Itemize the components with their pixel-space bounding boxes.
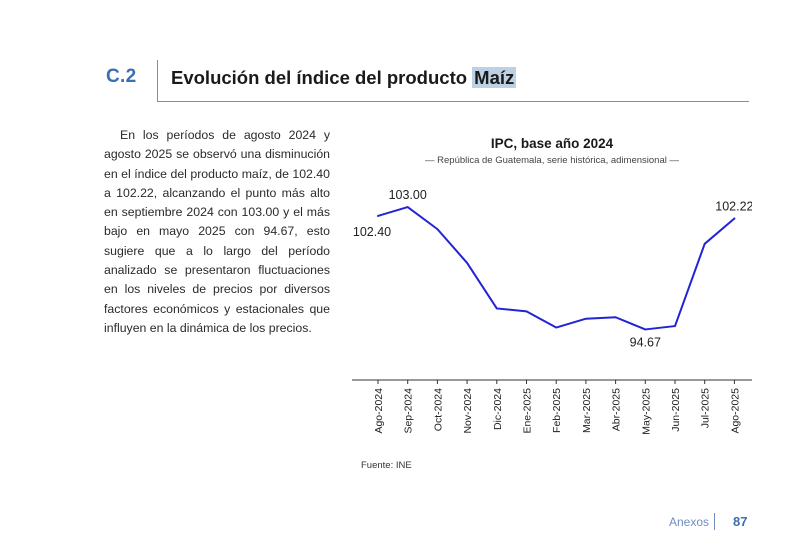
section-title-prefix: Evolución del índice del producto xyxy=(171,67,473,88)
data-point xyxy=(555,326,557,329)
x-tick-label: Ago-2024 xyxy=(373,388,385,434)
data-label: 94.67 xyxy=(630,335,661,349)
chart-title: IPC, base año 2024 xyxy=(490,136,614,151)
page-number: 87 xyxy=(733,514,748,529)
x-tick-label: Nov-2024 xyxy=(462,388,474,434)
x-tick-label: Abr-2025 xyxy=(611,388,623,431)
data-label: 103.00 xyxy=(389,188,427,202)
x-tick-label: Ago-2025 xyxy=(729,388,741,434)
chart-source: Fuente: INE xyxy=(361,460,412,471)
data-point xyxy=(525,310,528,313)
footer-section-label: Anexos xyxy=(669,515,710,529)
series-line xyxy=(377,206,736,331)
data-point xyxy=(644,328,647,331)
data-point xyxy=(406,206,409,208)
data-point xyxy=(496,307,498,310)
data-point xyxy=(585,317,587,320)
x-tick-label: May-2025 xyxy=(640,388,652,435)
analysis-paragraph: En los períodos de agosto 2024 y agosto … xyxy=(104,128,330,335)
footer-divider xyxy=(714,513,715,530)
section-number: C.2 xyxy=(106,66,137,87)
header-horizontal-rule xyxy=(157,101,749,102)
header-vertical-rule xyxy=(157,60,158,102)
section-title-highlight: Maíz xyxy=(472,67,517,88)
x-tick-label: Feb-2025 xyxy=(551,388,563,433)
x-tick-label: Ene-2025 xyxy=(522,388,534,434)
data-point xyxy=(377,215,379,217)
data-label: 102.22 xyxy=(715,200,752,214)
x-tick-label: Jul-2025 xyxy=(700,388,712,428)
x-tick-label: Mar-2025 xyxy=(581,388,593,433)
data-point xyxy=(614,316,617,319)
data-point xyxy=(733,217,736,220)
x-tick-label: Dic-2024 xyxy=(492,388,504,430)
x-tick-label: Sep-2024 xyxy=(403,388,415,434)
x-tick-label: Oct-2024 xyxy=(432,388,444,431)
chart-subtitle: — República de Guatemala, serie históric… xyxy=(425,155,679,166)
data-label: 102.40 xyxy=(353,225,391,239)
section-title: Evolución del índice del producto Maíz xyxy=(171,67,517,89)
line-chart: Ago-2024 Sep-2024 Oct-2024 Nov-2024 Dic-2024… xyxy=(352,188,752,435)
data-point xyxy=(674,325,676,327)
x-tick-label: Jun-2025 xyxy=(670,388,682,432)
data-point xyxy=(703,243,706,245)
data-point xyxy=(466,262,468,264)
data-point xyxy=(436,228,439,230)
